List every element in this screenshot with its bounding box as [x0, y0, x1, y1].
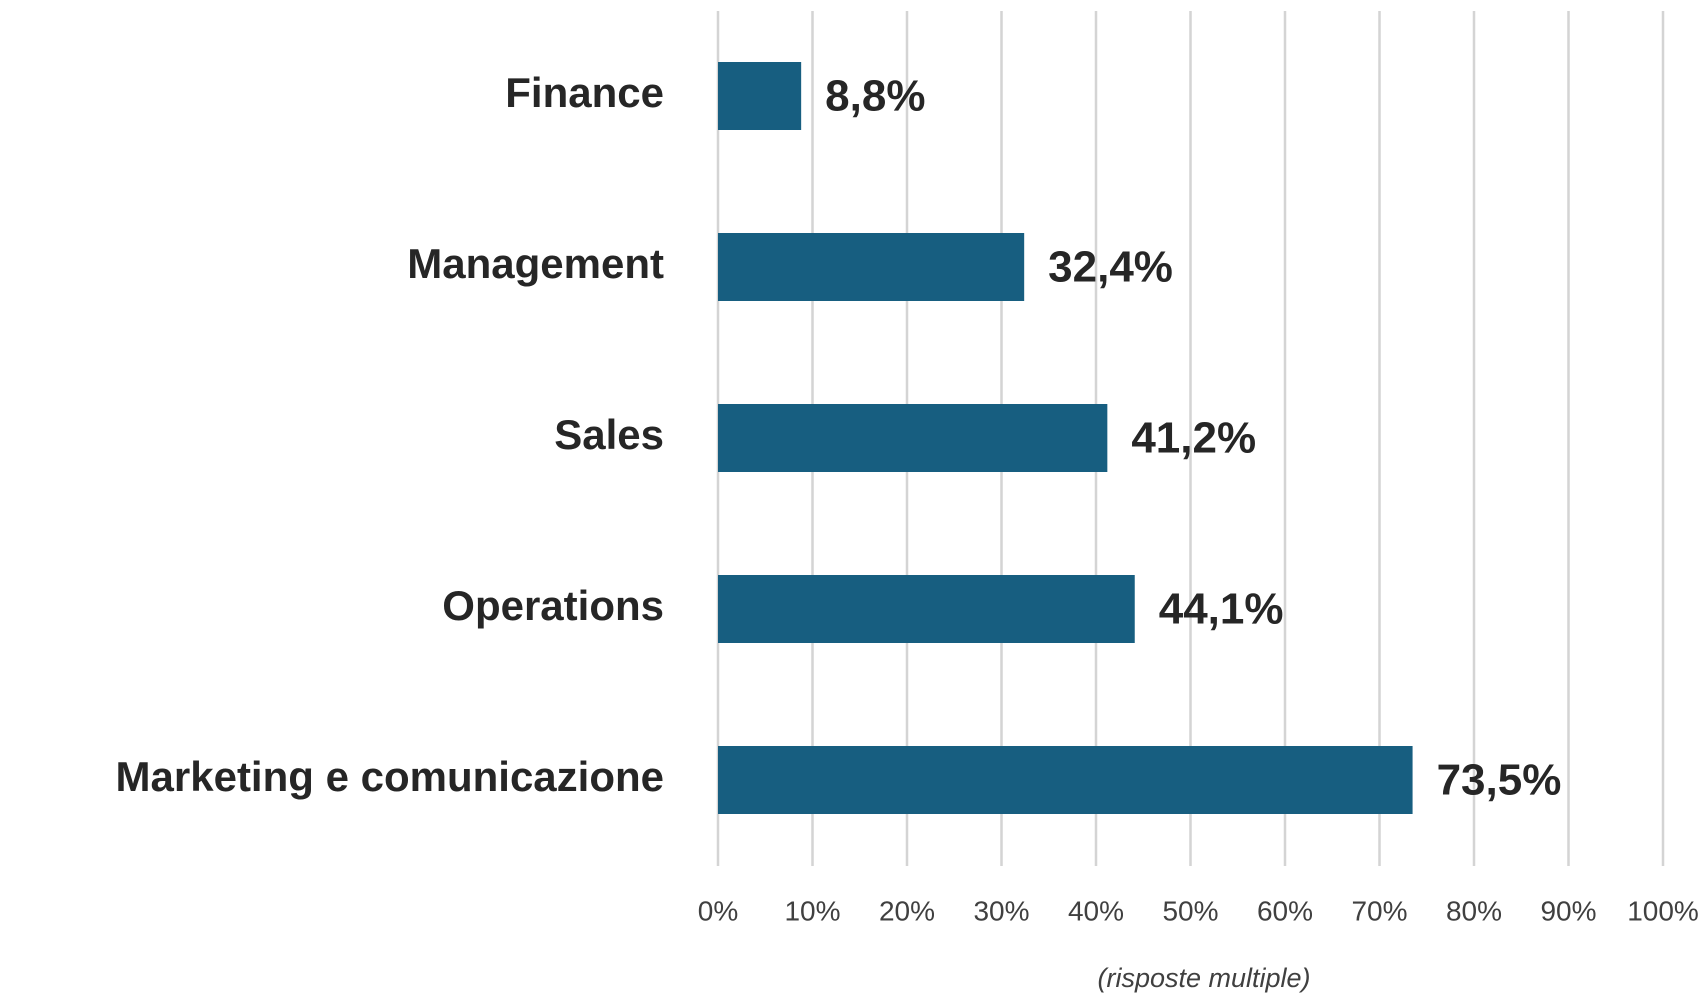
category-label: Management — [407, 240, 664, 287]
x-tick-label: 60% — [1257, 895, 1313, 926]
x-tick-label: 100% — [1627, 895, 1699, 926]
x-tick-label: 40% — [1068, 895, 1124, 926]
value-label: 41,2% — [1131, 414, 1256, 463]
x-tick-label: 70% — [1351, 895, 1407, 926]
category-label: Finance — [505, 69, 664, 116]
x-tick-label: 30% — [973, 895, 1029, 926]
bar — [718, 233, 1025, 301]
bar — [718, 62, 802, 130]
x-tick-label: 50% — [1162, 895, 1218, 926]
x-tick-label: 90% — [1540, 895, 1596, 926]
axis-note: (risposte multiple) — [1097, 963, 1310, 993]
bar — [718, 404, 1108, 472]
x-tick-label: 80% — [1446, 895, 1502, 926]
category-label: Operations — [442, 582, 664, 629]
value-label: 32,4% — [1048, 243, 1173, 292]
category-label: Marketing e comunicazione — [116, 753, 664, 800]
bar — [718, 575, 1135, 643]
x-tick-label: 0% — [698, 895, 738, 926]
category-label: Sales — [554, 411, 664, 458]
x-tick-label: 10% — [784, 895, 840, 926]
bar — [718, 746, 1413, 814]
x-tick-label: 20% — [879, 895, 935, 926]
value-label: 44,1% — [1159, 585, 1284, 634]
value-label: 73,5% — [1437, 756, 1562, 805]
value-label: 8,8% — [825, 72, 925, 121]
